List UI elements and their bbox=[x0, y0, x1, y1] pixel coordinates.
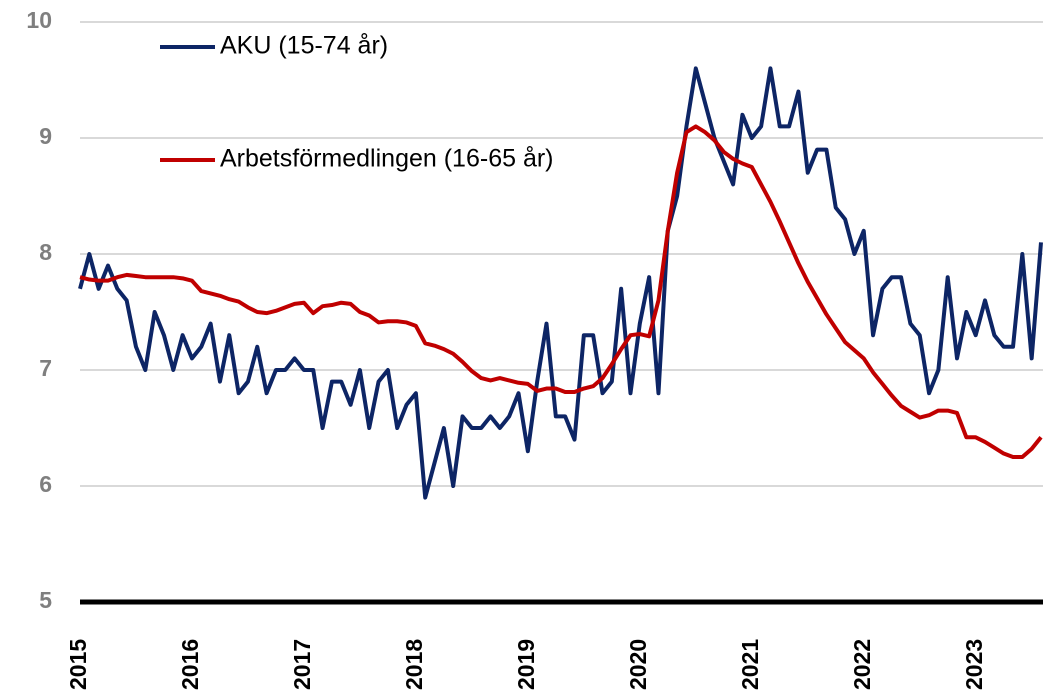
x-tick-label: 2015 bbox=[65, 639, 91, 690]
x-tick-label: 2020 bbox=[625, 639, 651, 690]
x-tick-label: 2023 bbox=[961, 639, 987, 690]
y-tick-label: 9 bbox=[39, 123, 52, 149]
x-tick-label: 2022 bbox=[849, 639, 875, 690]
y-tick-label: 5 bbox=[39, 587, 52, 613]
x-tick-label: 2021 bbox=[737, 639, 763, 690]
y-tick-label: 8 bbox=[39, 239, 52, 265]
y-tick-label: 6 bbox=[39, 471, 52, 497]
y-tick-label: 7 bbox=[39, 355, 52, 381]
x-tick-label: 2019 bbox=[513, 639, 539, 690]
x-tick-label: 2017 bbox=[289, 639, 315, 690]
legend-label: AKU (15-74 år) bbox=[220, 32, 388, 60]
legend-label: Arbetsförmedlingen (16-65 år) bbox=[220, 145, 554, 173]
y-tick-label: 10 bbox=[26, 7, 52, 33]
series-line bbox=[79, 124, 1043, 459]
x-tick-label: 2018 bbox=[401, 639, 427, 690]
x-tick-label: 2016 bbox=[177, 639, 203, 690]
series-line bbox=[78, 66, 1043, 500]
